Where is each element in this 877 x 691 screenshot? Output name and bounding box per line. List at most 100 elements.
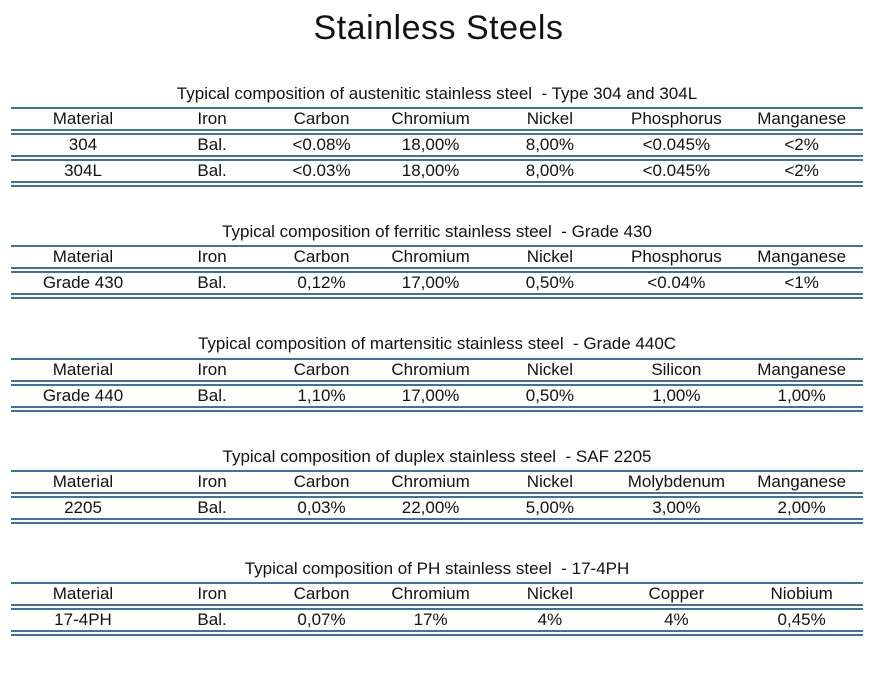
- header-cell: Copper: [648, 584, 705, 604]
- table-section-ph: Typical composition of PH stainless stee…: [11, 558, 863, 636]
- data-cell: <0.045%: [642, 161, 711, 181]
- table-row-2205: 2205 Bal. 0,03% 22,00% 5,00% 3,00% 2,00%: [11, 495, 863, 521]
- header-cell: Phosphorus: [631, 247, 722, 267]
- table-caption-duplex: Typical composition of duplex stainless …: [222, 446, 652, 466]
- data-cell: <1%: [784, 273, 819, 293]
- data-cell: 0,50%: [525, 273, 574, 293]
- header-cell: Nickel: [526, 471, 573, 491]
- document-page: Stainless Steels Typical composition of …: [11, 9, 863, 636]
- table-section-ferritic: Typical composition of ferritic stainles…: [11, 221, 863, 299]
- data-cell: 2205: [64, 497, 102, 517]
- table-caption-austenitic: Typical composition of austenitic stainl…: [176, 83, 698, 103]
- composition-table-ferritic: Material Iron Carbon Chromium Nickel Pho…: [11, 245, 863, 299]
- header-cell: Material: [52, 109, 114, 129]
- header-cell: Nickel: [526, 109, 573, 129]
- header-cell: Chromium: [391, 471, 470, 491]
- header-row: Material Iron Carbon Chromium Nickel Sil…: [11, 359, 863, 383]
- header-cell: Iron: [197, 471, 227, 491]
- page-title: Stainless Steels: [313, 9, 564, 47]
- header-cell: Manganese: [757, 359, 847, 379]
- header-cell: Molybdenum: [627, 471, 726, 491]
- data-cell: <2%: [784, 135, 819, 155]
- data-cell: Bal.: [197, 385, 227, 405]
- data-cell: Bal.: [197, 135, 227, 155]
- composition-table-austenitic: Material Iron Carbon Chromium Nickel Pho…: [11, 107, 863, 187]
- table-section-martensitic: Typical composition of martensitic stain…: [11, 333, 863, 411]
- data-cell: 22,00%: [401, 497, 460, 517]
- data-cell: <0.03%: [292, 161, 351, 181]
- composition-table-duplex: Material Iron Carbon Chromium Nickel Mol…: [11, 469, 863, 524]
- data-cell: 8,00%: [525, 161, 574, 181]
- table-row-304: 304 Bal. <0.08% 18,00% 8,00% <0.045% <2%: [11, 132, 863, 159]
- header-cell: Manganese: [757, 471, 847, 491]
- table-row-17-4ph: 17-4PH Bal. 0,07% 17% 4% 4% 0,45%: [11, 607, 863, 634]
- data-cell: 4%: [664, 610, 689, 630]
- header-cell: Iron: [197, 247, 227, 267]
- header-cell: Material: [52, 471, 114, 491]
- data-cell: 17-4PH: [54, 610, 112, 630]
- table-section-duplex: Typical composition of duplex stainless …: [11, 446, 863, 524]
- header-cell: Carbon: [293, 359, 350, 379]
- header-cell: Carbon: [293, 471, 350, 491]
- data-cell: <0.08%: [292, 135, 351, 155]
- data-cell: 0,50%: [525, 385, 574, 405]
- header-cell: Silicon: [651, 359, 702, 379]
- table-caption-ph: Typical composition of PH stainless stee…: [244, 558, 630, 578]
- data-cell: 1,00%: [777, 385, 826, 405]
- data-cell: 17,00%: [401, 273, 460, 293]
- header-row: Material Iron Carbon Chromium Nickel Pho…: [11, 108, 863, 133]
- header-cell: Chromium: [391, 359, 470, 379]
- table-caption-ferritic: Typical composition of ferritic stainles…: [222, 222, 652, 242]
- header-cell: Nickel: [526, 359, 573, 379]
- data-cell: Bal.: [197, 610, 227, 630]
- data-cell: 1,10%: [297, 385, 346, 405]
- header-cell: Manganese: [757, 247, 847, 267]
- data-cell: 18,00%: [401, 135, 460, 155]
- header-cell: Iron: [197, 109, 227, 129]
- data-cell: 17%: [413, 610, 448, 630]
- data-cell: <0.045%: [642, 135, 711, 155]
- header-cell: Carbon: [293, 247, 350, 267]
- header-cell: Carbon: [293, 109, 350, 129]
- data-cell: 0,12%: [297, 273, 346, 293]
- table-row-304l: 304L Bal. <0.03% 18,00% 8,00% <0.045% <2…: [11, 158, 863, 185]
- data-cell: 0,03%: [297, 497, 346, 517]
- header-cell: Nickel: [526, 584, 573, 604]
- data-cell: 17,00%: [401, 385, 460, 405]
- composition-table-martensitic: Material Iron Carbon Chromium Nickel Sil…: [11, 357, 863, 412]
- data-cell: 304L: [64, 161, 102, 181]
- header-cell: Chromium: [391, 247, 470, 267]
- header-cell: Iron: [197, 359, 227, 379]
- header-cell: Nickel: [526, 247, 573, 267]
- header-cell: Carbon: [293, 584, 350, 604]
- header-cell: Phosphorus: [631, 109, 722, 129]
- data-cell: 5,00%: [525, 497, 574, 517]
- header-cell: Chromium: [391, 584, 470, 604]
- header-cell: Material: [52, 247, 114, 267]
- data-cell: 8,00%: [525, 135, 574, 155]
- data-cell: Grade 430: [42, 273, 124, 293]
- header-cell: Chromium: [391, 109, 470, 129]
- data-cell: 4%: [537, 610, 563, 630]
- data-cell: 2,00%: [777, 497, 826, 517]
- header-row: Material Iron Carbon Chromium Nickel Cop…: [11, 583, 863, 608]
- data-cell: Bal.: [197, 497, 227, 517]
- header-cell: Niobium: [770, 584, 833, 604]
- table-row-grade440: Grade 440 Bal. 1,10% 17,00% 0,50% 1,00% …: [11, 383, 863, 409]
- data-cell: Bal.: [197, 273, 227, 293]
- table-section-austenitic: Typical composition of austenitic stainl…: [11, 83, 863, 187]
- header-cell: Material: [52, 359, 114, 379]
- data-cell: 1,00%: [652, 385, 701, 405]
- data-cell: 0,45%: [777, 610, 826, 630]
- data-cell: 0,07%: [297, 610, 346, 630]
- data-cell: Bal.: [197, 161, 227, 181]
- header-cell: Manganese: [757, 109, 847, 129]
- header-cell: Material: [52, 584, 114, 604]
- header-row: Material Iron Carbon Chromium Nickel Mol…: [11, 471, 863, 495]
- data-cell: Grade 440: [42, 385, 124, 405]
- header-row: Material Iron Carbon Chromium Nickel Pho…: [11, 246, 863, 271]
- data-cell: <2%: [784, 161, 819, 181]
- data-cell: 304: [68, 135, 98, 155]
- table-row-grade430: Grade 430 Bal. 0,12% 17,00% 0,50% <0.04%…: [11, 270, 863, 297]
- data-cell: 3,00%: [652, 497, 701, 517]
